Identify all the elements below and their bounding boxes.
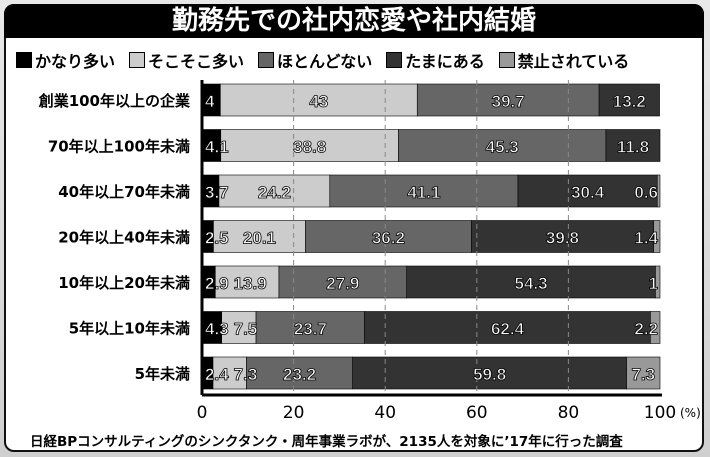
bar-segment <box>305 220 472 253</box>
bar-segment <box>471 220 654 253</box>
x-unit-label: (%) <box>680 406 701 420</box>
bar-segment <box>246 356 353 390</box>
bar-segment <box>605 129 661 162</box>
data-label: 41.1 <box>407 183 440 202</box>
bar-segment <box>352 356 627 390</box>
x-tick-label: 80 <box>558 403 580 423</box>
data-label: 27.9 <box>326 274 359 293</box>
category-label: 10年以上20年未満 <box>58 274 190 292</box>
legend-label: そこそこ多い <box>148 52 245 71</box>
legend-swatch <box>258 52 275 68</box>
data-label: 59.8 <box>473 365 506 384</box>
data-label: 2.4 <box>205 365 229 384</box>
x-tick-label: 0 <box>197 403 208 423</box>
category-label: 5年未満 <box>135 365 190 383</box>
bar-segment <box>218 174 331 208</box>
legend-label: 禁止されている <box>517 52 630 71</box>
legend-label: かなり多い <box>35 52 116 71</box>
data-label: 2.5 <box>205 229 229 248</box>
legend-item: たまにある <box>386 48 485 72</box>
data-label: 39.8 <box>546 229 579 248</box>
data-label: 38.8 <box>293 138 326 157</box>
data-label: 1 <box>649 274 658 293</box>
chart-title: 勤務先での社内恋愛や社内結婚 <box>4 4 704 38</box>
data-label: 7.3 <box>234 365 258 384</box>
data-label: 39.7 <box>492 92 525 111</box>
bar-segment <box>656 174 661 208</box>
data-label: 54.3 <box>515 274 548 293</box>
bar-segment <box>406 265 656 299</box>
data-label: 43 <box>309 92 328 111</box>
data-label: 11.8 <box>617 138 649 157</box>
bar-segment <box>329 174 519 208</box>
data-label: 4.3 <box>205 320 229 339</box>
data-label: 24.2 <box>258 183 291 202</box>
bar-segment <box>398 129 607 162</box>
bar-segment <box>213 220 306 253</box>
bar-segment <box>220 83 418 117</box>
category-label: 70年以上100年未満 <box>48 138 190 156</box>
footnote: 日経BPコンサルティングのシンクタンク・周年事業ラボが、2135人を対象に’17… <box>30 434 623 450</box>
bar-segment <box>517 174 658 208</box>
data-label: 13.9 <box>234 274 267 293</box>
data-label: 45.3 <box>486 138 519 157</box>
x-tick-label: 40 <box>374 403 396 423</box>
legend-label: ほとんどない <box>277 52 373 71</box>
data-label: 3.7 <box>205 183 229 202</box>
bar-segment <box>598 83 660 117</box>
x-tick-label: 60 <box>466 403 488 423</box>
bar-segment <box>221 311 257 344</box>
category-label: 創業100年以上の企業 <box>38 92 191 110</box>
bar-segment <box>212 356 247 390</box>
bar-segment <box>214 265 280 299</box>
data-label: 7.3 <box>631 365 655 384</box>
data-label: 2.2 <box>634 320 658 339</box>
legend-swatch <box>16 52 32 68</box>
x-tick-label: 100 <box>644 403 676 423</box>
data-label: 1.4 <box>634 229 658 248</box>
category-label: 20年以上40年未満 <box>58 229 190 247</box>
legend-item: かなり多い <box>16 48 115 72</box>
legend: かなり多い そこそこ多い ほとんどない たまにある 禁止されている <box>16 48 629 72</box>
data-label: 13.2 <box>613 92 646 111</box>
legend-item: ほとんどない <box>258 48 372 72</box>
data-label: 30.4 <box>571 183 605 202</box>
legend-item: そこそこ多い <box>129 48 244 72</box>
data-label: 23.2 <box>283 365 316 384</box>
data-label: 36.2 <box>372 229 405 248</box>
data-label: 2.9 <box>205 274 229 293</box>
legend-swatch <box>498 52 515 68</box>
data-label: 4.1 <box>205 138 229 157</box>
data-label: 4 <box>205 92 215 111</box>
data-label: 20.1 <box>243 229 276 248</box>
bar-segment <box>653 220 661 253</box>
category-label: 5年以上10年未満 <box>69 320 190 338</box>
data-label: 62.4 <box>491 320 525 339</box>
legend-swatch <box>386 52 403 68</box>
bar-segment <box>626 356 661 390</box>
category-label: 40年以上70年未満 <box>58 183 190 201</box>
bar-segment <box>655 265 661 299</box>
legend-item: 禁止されている <box>498 48 630 72</box>
data-label: 23.7 <box>294 320 327 339</box>
legend-label: たまにある <box>405 52 485 71</box>
data-label: 7.5 <box>234 320 258 339</box>
legend-swatch <box>129 52 146 68</box>
x-tick-label: 20 <box>283 403 305 423</box>
bar-segment <box>255 311 365 344</box>
bar-segment <box>650 311 661 344</box>
data-label: 0.6 <box>634 183 658 202</box>
